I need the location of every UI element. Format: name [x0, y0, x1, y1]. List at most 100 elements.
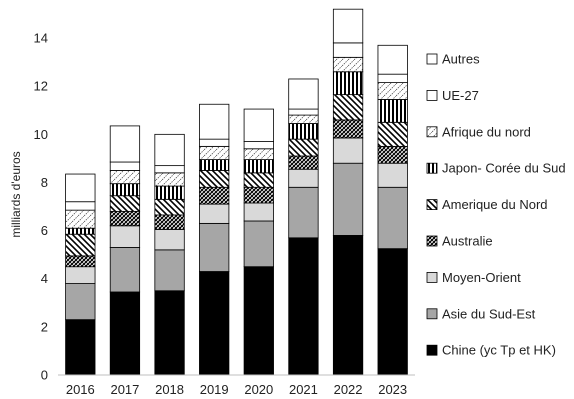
bar-segment — [243, 186, 274, 204]
bar-segment — [65, 173, 96, 203]
legend-swatch — [426, 344, 438, 356]
x-tick-label: 2023 — [378, 382, 407, 397]
bar-segment — [243, 266, 274, 376]
y-tick-label: 10 — [34, 127, 48, 142]
y-tick-label: 0 — [41, 368, 48, 383]
bar-segment — [65, 319, 96, 376]
x-tick-label: 2017 — [110, 382, 139, 397]
bar-segment — [154, 290, 185, 376]
bar-segment — [154, 198, 185, 216]
legend-label: Chine (yc Tp et HK) — [442, 343, 556, 358]
bar-segment — [243, 141, 274, 150]
bar-segment — [243, 202, 274, 222]
legend-label: Amerique du Nord — [442, 197, 548, 212]
y-tick-label: 8 — [41, 175, 48, 190]
y-tick-label: 12 — [34, 79, 48, 94]
y-tick-label: 4 — [41, 271, 48, 286]
bar-segment — [288, 123, 319, 140]
bar-segment — [332, 42, 364, 58]
bar-segment — [288, 237, 319, 376]
bar-segment — [154, 249, 185, 292]
legend-swatch — [426, 90, 438, 101]
bar-segment — [109, 291, 141, 376]
bar-segment — [332, 119, 364, 139]
bar-segment — [154, 228, 185, 251]
legend-swatch — [426, 53, 438, 65]
bar-segment — [377, 186, 408, 250]
bar-segment — [288, 168, 319, 188]
bar-segment — [377, 44, 408, 75]
bar-segment — [199, 159, 230, 171]
bar-segment — [377, 73, 408, 83]
bar-segment — [377, 121, 408, 147]
bar-segment — [199, 186, 230, 205]
bar-segment — [199, 203, 230, 224]
y-axis-title: milliards d'euros — [9, 151, 23, 237]
bar-segment — [243, 108, 274, 142]
bar-segment — [65, 201, 96, 211]
legend-swatch — [426, 126, 438, 138]
bar-segment — [199, 103, 230, 140]
legend-label: Afrique du nord — [442, 124, 531, 139]
bar-segment — [154, 133, 185, 167]
bar-segment — [109, 195, 141, 212]
legend-label: Autres — [442, 52, 480, 67]
legend-swatch — [426, 199, 438, 211]
bar-segment — [332, 56, 364, 73]
bar-segment — [243, 159, 274, 174]
bar-segment — [288, 138, 319, 157]
bar-segment — [332, 162, 364, 236]
bar-segment — [288, 108, 319, 116]
legend-swatch — [426, 162, 438, 174]
y-tick-label: 2 — [41, 319, 48, 334]
x-tick-label: 2020 — [244, 382, 273, 397]
legend-label: Japon- Corée du Sud — [442, 161, 566, 176]
bar-segment — [154, 214, 185, 230]
legend-label: Asie du Sud-Est — [442, 306, 536, 321]
bar-segment — [377, 162, 408, 188]
bar-segment — [332, 8, 364, 44]
bar-segment — [65, 255, 96, 268]
bar-segment — [65, 227, 96, 235]
bar-segment — [109, 125, 141, 163]
bar-segment — [154, 172, 185, 187]
x-tick-label: 2022 — [334, 382, 363, 397]
y-tick-label: 14 — [34, 31, 48, 46]
bar-segment — [65, 209, 96, 229]
bar-segment — [199, 222, 230, 272]
y-tick-label: 6 — [41, 223, 48, 238]
bar-segment — [332, 71, 364, 96]
legend-swatch — [426, 271, 438, 283]
bar-segment — [109, 225, 141, 248]
x-tick-label: 2019 — [200, 382, 229, 397]
bar-segment — [288, 114, 319, 124]
bar-segment — [109, 210, 141, 227]
bar-segment — [243, 220, 274, 268]
bar-segment — [332, 94, 364, 121]
bar-segment — [377, 145, 408, 164]
bar-segment — [109, 170, 141, 185]
bar-segment — [109, 247, 141, 293]
bar-segment — [65, 266, 96, 284]
bar-segment — [65, 283, 96, 321]
x-tick-label: 2021 — [289, 382, 318, 397]
x-tick-label: 2016 — [66, 382, 95, 397]
legend-label: Moyen-Orient — [442, 270, 521, 285]
legend-swatch — [426, 235, 438, 247]
bar-segment — [288, 78, 319, 110]
bar-segment — [65, 233, 96, 257]
bar-segment — [154, 185, 185, 200]
bar-segment — [199, 271, 230, 376]
bar-segment — [243, 172, 274, 188]
bar-segment — [199, 145, 230, 161]
bar-segment — [332, 137, 364, 164]
legend-label: Australie — [442, 234, 493, 249]
x-tick-label: 2018 — [155, 382, 184, 397]
bar-segment — [377, 99, 408, 123]
bar-segment — [243, 148, 274, 161]
legend-label: UE-27 — [442, 88, 479, 103]
bar-segment — [332, 235, 364, 376]
bar-segment — [199, 138, 230, 147]
bar-segment — [288, 186, 319, 239]
